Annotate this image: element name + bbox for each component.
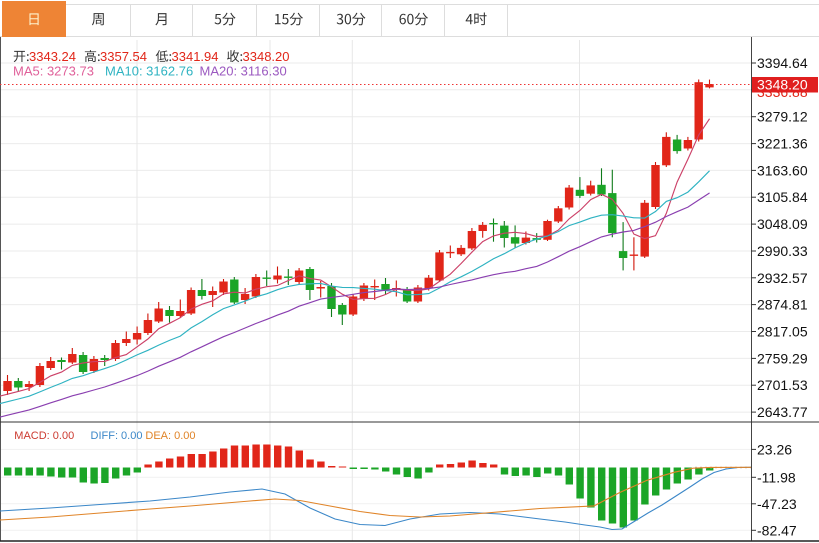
svg-text:2701.53: 2701.53 <box>757 377 808 393</box>
svg-text:3279.12: 3279.12 <box>757 109 808 125</box>
svg-text:3343.24: 3343.24 <box>29 49 76 64</box>
svg-text:3105.84: 3105.84 <box>757 189 808 205</box>
svg-text:2874.81: 2874.81 <box>757 297 808 313</box>
svg-text:3348.20: 3348.20 <box>243 49 290 64</box>
svg-text:3048.09: 3048.09 <box>757 216 808 232</box>
svg-text:MA5: 3273.73: MA5: 3273.73 <box>13 64 94 79</box>
svg-text:2643.77: 2643.77 <box>757 404 808 420</box>
svg-text:MA10: 3162.76: MA10: 3162.76 <box>105 64 193 79</box>
svg-text:3394.64: 3394.64 <box>757 55 808 71</box>
svg-text:DIFF: 0.00: DIFF: 0.00 <box>91 430 143 442</box>
svg-text:3221.36: 3221.36 <box>757 136 808 152</box>
svg-text:2759.29: 2759.29 <box>757 350 808 366</box>
svg-text:-11.98: -11.98 <box>757 469 796 485</box>
svg-text:2990.33: 2990.33 <box>757 243 808 259</box>
svg-text:MACD: 0.00: MACD: 0.00 <box>14 430 74 442</box>
svg-text:3348.20: 3348.20 <box>757 77 808 93</box>
svg-text:-82.47: -82.47 <box>757 522 797 538</box>
svg-text:MA20: 3116.30: MA20: 3116.30 <box>200 64 287 79</box>
svg-text:-47.23: -47.23 <box>757 496 797 512</box>
svg-text:DEA: 0.00: DEA: 0.00 <box>145 430 195 442</box>
svg-text:3163.60: 3163.60 <box>757 162 808 178</box>
svg-text:3357.54: 3357.54 <box>100 49 147 64</box>
svg-text:3341.94: 3341.94 <box>172 49 219 64</box>
svg-text:2817.05: 2817.05 <box>757 324 808 340</box>
svg-text:2932.57: 2932.57 <box>757 270 808 286</box>
svg-text:23.26: 23.26 <box>757 441 792 457</box>
